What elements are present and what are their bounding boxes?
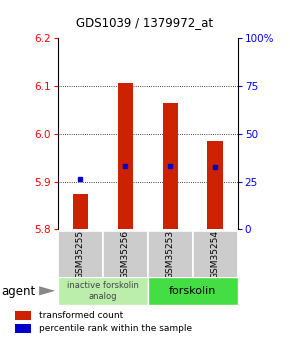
Polygon shape (39, 286, 55, 295)
Text: GSM35256: GSM35256 (121, 230, 130, 279)
Bar (72, 194, 88, 229)
Bar (117, 83, 133, 229)
Text: GSM35255: GSM35255 (76, 230, 85, 279)
Text: forskolin: forskolin (169, 286, 217, 296)
Text: inactive forskolin
analog: inactive forskolin analog (67, 282, 139, 301)
Text: agent: agent (1, 285, 36, 298)
Bar (58, 231, 103, 278)
Bar (193, 231, 238, 278)
Bar (103, 231, 148, 278)
Text: GSM35254: GSM35254 (211, 230, 220, 279)
Text: transformed count: transformed count (39, 311, 123, 320)
Text: GDS1039 / 1379972_at: GDS1039 / 1379972_at (77, 16, 213, 29)
Text: percentile rank within the sample: percentile rank within the sample (39, 324, 192, 333)
Bar (14, 310, 30, 321)
Bar (148, 277, 238, 305)
Bar (162, 102, 178, 229)
Text: GSM35253: GSM35253 (166, 230, 175, 279)
Bar (58, 277, 148, 305)
Bar (148, 231, 193, 278)
Bar (14, 324, 30, 333)
Bar (207, 141, 223, 229)
